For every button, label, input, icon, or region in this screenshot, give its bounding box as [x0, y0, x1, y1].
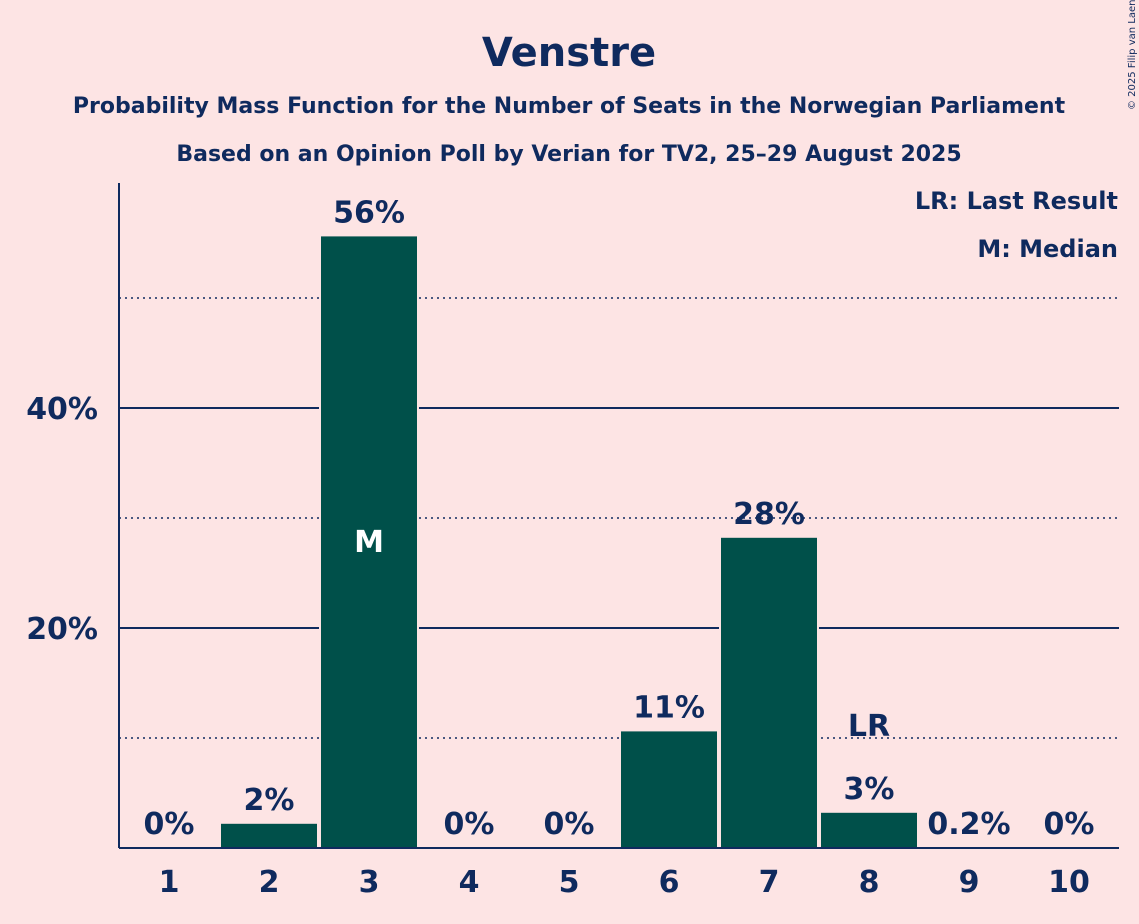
legend-last-result: LR: Last Result — [915, 187, 1118, 215]
y-axis-ticks: 20% 40% — [26, 392, 98, 647]
chart-subtitle: Probability Mass Function for the Number… — [73, 94, 1066, 119]
x-tick-label: 8 — [859, 865, 880, 900]
x-tick-label: 7 — [759, 865, 780, 900]
median-marker: M — [354, 525, 384, 560]
value-label: 0% — [144, 807, 195, 842]
chart-title: Venstre — [482, 30, 656, 76]
bar — [221, 823, 317, 848]
x-tick-label: 1 — [159, 865, 180, 900]
bar — [821, 812, 917, 848]
bar — [721, 537, 817, 848]
chart-subtitle-2: Based on an Opinion Poll by Verian for T… — [176, 142, 961, 167]
x-tick-label: 5 — [559, 865, 580, 900]
y-tick-label: 40% — [26, 392, 98, 427]
value-label: 3% — [844, 772, 895, 807]
value-label: 28% — [733, 497, 805, 532]
bars — [219, 235, 919, 848]
x-axis-ticks: 1 2 3 4 5 6 7 8 9 10 — [159, 865, 1090, 900]
x-tick-label: 10 — [1048, 865, 1090, 900]
last-result-marker: LR — [848, 709, 890, 744]
y-tick-label: 20% — [26, 612, 98, 647]
x-tick-label: 4 — [459, 865, 480, 900]
value-label: 2% — [244, 783, 295, 818]
value-label: 0% — [1044, 807, 1095, 842]
x-tick-label: 9 — [959, 865, 980, 900]
value-label: 0% — [544, 807, 595, 842]
x-tick-label: 2 — [259, 865, 280, 900]
value-label: 0% — [444, 807, 495, 842]
value-label: 0.2% — [927, 807, 1010, 842]
value-labels: 0% 2% 56% 0% 0% 11% 28% 3% 0.2% 0% M LR — [144, 195, 1095, 842]
x-tick-label: 6 — [659, 865, 680, 900]
value-label: 56% — [333, 195, 405, 230]
bar — [321, 236, 417, 848]
bar — [621, 731, 717, 848]
gridlines — [119, 297, 1119, 739]
value-label: 11% — [633, 690, 705, 725]
copyright-note: © 2025 Filip van Laenen — [1127, 0, 1138, 110]
legend-median: M: Median — [977, 235, 1118, 263]
x-tick-label: 3 — [359, 865, 380, 900]
